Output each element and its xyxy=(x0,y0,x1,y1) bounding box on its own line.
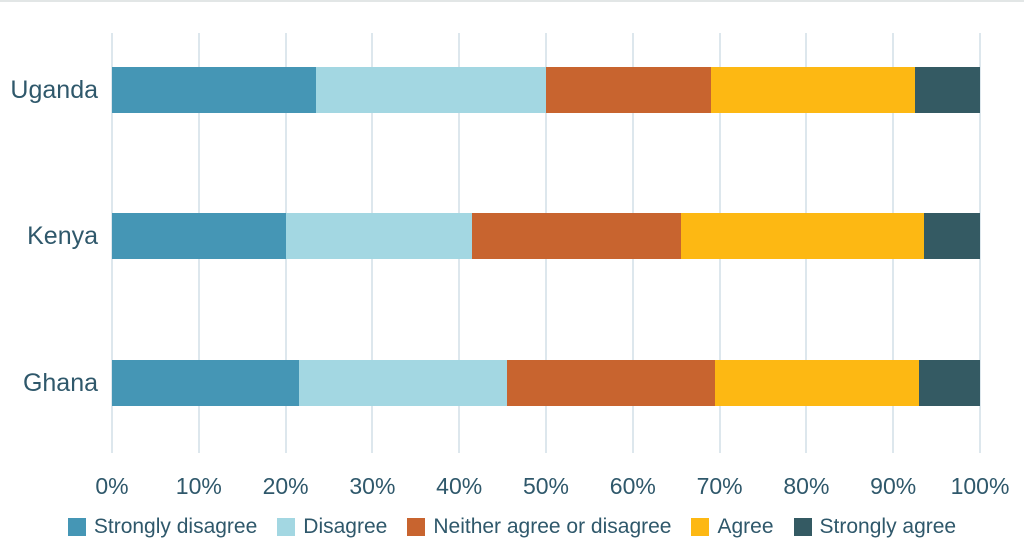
x-tick-label: 70% xyxy=(696,473,743,499)
legend-item: Strongly disagree xyxy=(67,515,258,539)
legend-swatch-icon xyxy=(277,518,296,536)
bar-segment-ghana-1 xyxy=(298,360,507,406)
legend: Strongly disagree Disagree Neither agree o… xyxy=(0,515,1024,539)
x-tick-label: 80% xyxy=(783,473,830,499)
x-tick-label: 40% xyxy=(436,473,483,499)
legend-item: Disagree xyxy=(277,515,387,539)
legend-swatch-icon xyxy=(691,518,710,536)
gridline xyxy=(979,33,981,453)
legend-item: Agree xyxy=(691,515,774,539)
x-tick-label: 60% xyxy=(609,473,656,499)
x-tick-label: 50% xyxy=(522,473,570,499)
bar-segment-ghana-4 xyxy=(919,360,980,406)
legend-swatch-icon xyxy=(407,518,426,536)
legend-label: Strongly disagree xyxy=(93,515,258,538)
legend-label: Disagree xyxy=(303,515,388,538)
plot-area: 0% 10% 20% 30% 40% 50% 60% 70% 80% 90% 100% xyxy=(95,33,1009,499)
legend-label: Neither agree or disagree xyxy=(433,515,672,538)
bar-segment-ghana-2 xyxy=(506,360,716,406)
category-label-kenya: Kenya xyxy=(27,221,98,250)
bar-segment-kenya-0 xyxy=(112,213,286,259)
legend-swatch-icon xyxy=(793,518,812,536)
x-tick-label: 30% xyxy=(349,473,396,499)
x-tick-label: 0% xyxy=(95,473,129,499)
x-tick-label: 10% xyxy=(175,473,222,499)
x-tick-label: 90% xyxy=(870,473,917,499)
bar-segment-uganda-2 xyxy=(545,67,711,113)
bar-row-ghana xyxy=(112,360,980,406)
bar-segment-ghana-0 xyxy=(112,360,299,406)
legend-item: Neither agree or disagree xyxy=(407,515,671,539)
bar-segment-uganda-1 xyxy=(315,67,546,113)
bar-segment-kenya-3 xyxy=(680,213,924,259)
category-label-uganda: Uganda xyxy=(10,75,98,104)
bar-segment-kenya-4 xyxy=(923,213,980,259)
legend-swatch-icon xyxy=(67,518,86,536)
x-tick-label: 100% xyxy=(950,473,1010,499)
legend-label: Strongly agree xyxy=(819,515,957,538)
bar-segment-ghana-3 xyxy=(715,360,920,406)
bar-segment-uganda-3 xyxy=(710,67,915,113)
x-tick-label: 20% xyxy=(262,473,309,499)
legend-label: Agree xyxy=(717,515,774,538)
bar-row-uganda xyxy=(112,67,980,113)
top-border-line xyxy=(0,0,1024,2)
category-label-ghana: Ghana xyxy=(22,368,98,397)
category-labels: Uganda Kenya Ghana xyxy=(0,0,98,560)
bar-segment-kenya-1 xyxy=(285,213,473,259)
bar-segment-uganda-0 xyxy=(112,67,316,113)
bar-segment-kenya-2 xyxy=(472,213,681,259)
legend-item: Strongly agree xyxy=(793,515,957,539)
bar-row-kenya xyxy=(112,213,980,259)
bar-segment-uganda-4 xyxy=(914,67,980,113)
